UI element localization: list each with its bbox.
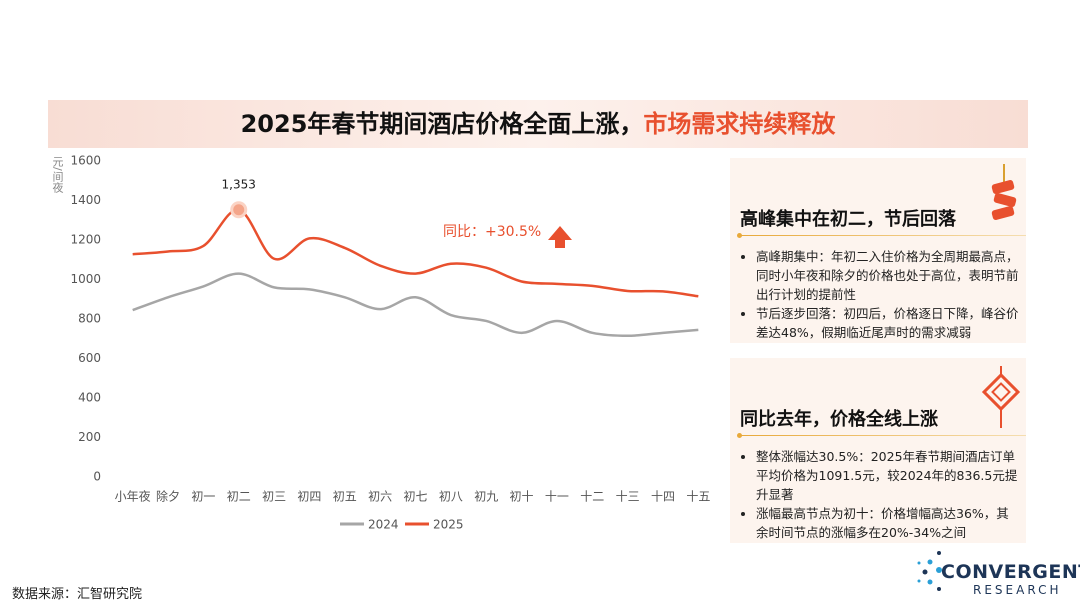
source: 数据来源：汇智研究院 <box>12 587 143 602</box>
x-tick-label: 初一 <box>191 490 215 504</box>
x-tick-label: 十五 <box>686 490 710 504</box>
bullet-list: 高峰期集中：年初二入住价格为全周期最高点，同时小年夜和除夕的价格也处于高位，表明… <box>740 247 1020 342</box>
knot-icon <box>981 366 1021 428</box>
value-label: 1,353 <box>222 177 256 191</box>
series-line <box>132 208 699 298</box>
firecracker-icon <box>991 164 1017 221</box>
x-tick-label: 初三 <box>262 490 286 504</box>
x-tick-label: 十二 <box>580 490 604 504</box>
x-tick-label: 初七 <box>403 490 427 504</box>
y-tick-label: 0 <box>93 470 101 484</box>
panel-heading: 高峰集中在初二，节后回落 <box>740 209 956 230</box>
annotation: 同比：+30.5% <box>443 224 541 240</box>
peak-marker <box>230 201 248 219</box>
y-tick-label: 400 <box>78 391 101 405</box>
divider <box>737 233 1026 238</box>
title-banner: 2025年春节期间酒店价格全面上涨，市场需求持续释放 <box>48 100 1028 148</box>
x-tick-label: 初九 <box>474 490 498 504</box>
logo-mark <box>917 551 942 591</box>
x-tick-label: 十一 <box>545 490 569 504</box>
title: 2025年春节期间酒店价格全面上涨， <box>240 110 644 138</box>
y-tick-label: 1600 <box>70 154 101 168</box>
x-tick-label: 十三 <box>616 490 640 504</box>
x-tick-label: 初十 <box>510 490 534 504</box>
up-arrow <box>548 226 572 248</box>
x-tick-label: 初五 <box>333 490 357 504</box>
legend-label: 2025 <box>433 518 464 532</box>
logo-name: CONVERGENT <box>941 561 1080 583</box>
y-tick-label: 1200 <box>70 233 101 247</box>
y-tick-label: 200 <box>78 430 101 444</box>
y-axis-label: 元/间夜 <box>51 156 64 193</box>
divider <box>737 433 1026 438</box>
x-tick-label: 初八 <box>439 490 463 504</box>
y-tick-label: 600 <box>78 351 101 365</box>
x-tick-label: 初二 <box>227 490 251 504</box>
logo-sub: RESEARCH <box>973 583 1062 597</box>
chart: 元/间夜 0 200 400 600 800 1000 1200 1400 1600 小年夜 除夕 初一… <box>51 154 710 532</box>
y-tick-label: 1000 <box>70 272 101 286</box>
legend-label: 2024 <box>368 518 399 532</box>
x-tick-label: 初四 <box>297 490 321 504</box>
series-line <box>132 272 699 338</box>
x-tick-label: 除夕 <box>156 489 180 504</box>
bullet-list: 整体涨幅达30.5%：2025年春节期间酒店订单平均价格为1091.5元，较20… <box>740 447 1020 542</box>
bullet: 涨幅最高节点为初十：价格增幅高达36%，其余时间节点的涨幅多在20%-34%之间 <box>756 504 1020 542</box>
bullet: 整体涨幅达30.5%：2025年春节期间酒店订单平均价格为1091.5元，较20… <box>756 447 1020 504</box>
x-tick-label: 十四 <box>651 490 675 504</box>
bullet: 高峰期集中：年初二入住价格为全周期最高点，同时小年夜和除夕的价格也处于高位，表明… <box>756 247 1020 304</box>
logo: CONVERGENT RESEARCH <box>915 548 1080 600</box>
panel: 高峰集中在初二，节后回落 高峰期集中：年初二入住价格为全周期最高点，同时小年夜和… <box>730 158 1026 343</box>
x-tick-label: 初六 <box>368 490 392 504</box>
panel: 同比去年，价格全线上涨 整体涨幅达30.5%：2025年春节期间酒店订单平均价格… <box>730 358 1026 543</box>
x-tick-label: 小年夜 <box>115 489 151 504</box>
title-highlight: 市场需求持续释放 <box>643 110 836 138</box>
bullet: 节后逐步回落：初四后，价格逐日下降，峰谷价差达48%，假期临近尾声时的需求减弱 <box>756 304 1020 342</box>
panel-heading: 同比去年，价格全线上涨 <box>740 409 938 430</box>
y-tick-label: 1400 <box>70 193 101 207</box>
y-tick-label: 800 <box>78 312 101 326</box>
